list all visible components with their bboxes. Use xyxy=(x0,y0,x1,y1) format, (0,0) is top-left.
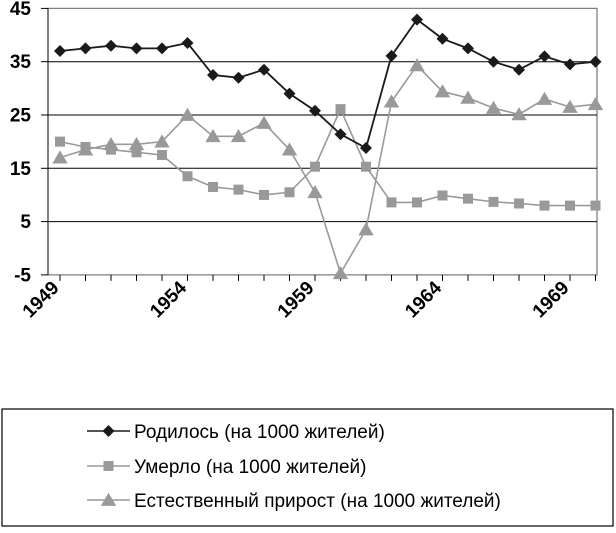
svg-text:Родилось (на 1000 жителей): Родилось (на 1000 жителей) xyxy=(134,422,385,443)
svg-text:-5: -5 xyxy=(14,265,31,286)
svg-text:25: 25 xyxy=(10,106,32,127)
svg-text:15: 15 xyxy=(10,159,32,180)
svg-text:Естественный прирост (на 1000: Естественный прирост (на 1000 жителей) xyxy=(134,491,501,512)
svg-text:1969: 1969 xyxy=(529,278,574,323)
svg-text:Умерло (на 1000 жителей): Умерло (на 1000 жителей) xyxy=(134,457,366,478)
svg-text:35: 35 xyxy=(10,52,32,73)
svg-text:1964: 1964 xyxy=(401,277,446,322)
svg-text:45: 45 xyxy=(10,0,32,20)
svg-text:1959: 1959 xyxy=(274,278,319,323)
svg-text:1954: 1954 xyxy=(146,277,191,322)
svg-text:5: 5 xyxy=(20,212,31,233)
